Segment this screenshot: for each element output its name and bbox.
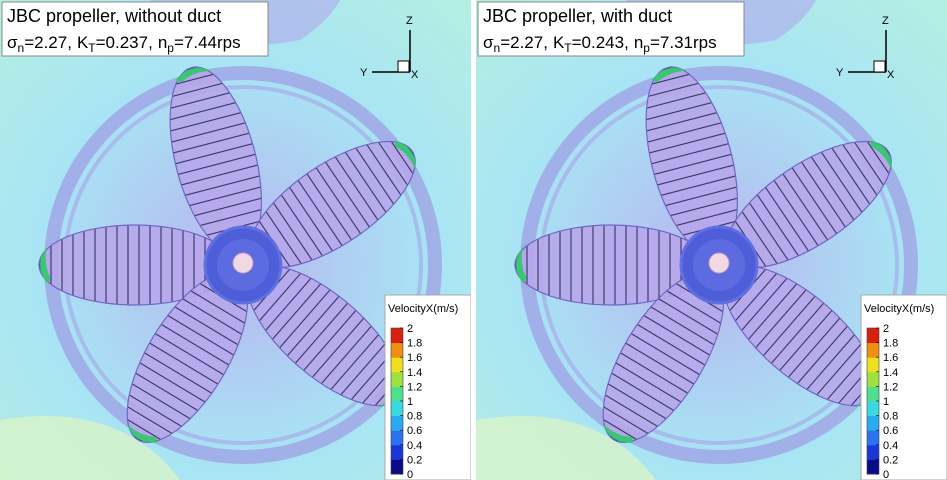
colorbar-band: [867, 430, 879, 445]
param-symbol: σ: [483, 33, 494, 52]
colorbar-tick-label: 0.6: [883, 425, 898, 437]
colorbar-tick-label: 0.2: [407, 454, 422, 466]
colorbar-band: [867, 357, 879, 372]
colorbar-band: [391, 401, 403, 416]
param-subscript: n: [494, 41, 501, 55]
colorbar-tick-label: 2: [407, 323, 413, 335]
colorbar-tick-label: 0.4: [407, 440, 422, 452]
colorbar-tick-label: 1.2: [883, 381, 898, 393]
param-subscript: n: [18, 41, 25, 55]
colorbar-band: [391, 430, 403, 445]
colorbar-tick-label: 1: [407, 396, 413, 408]
param-symbol: K: [553, 33, 565, 52]
triad-label: X: [411, 69, 419, 81]
panel: JBC propeller, with ductσn=2.27,KT=0.243…: [476, 0, 947, 480]
panel-params: σn=2.27,KT=0.237,np=7.44rps: [7, 33, 241, 55]
param-value: =7.31rps: [650, 33, 717, 52]
colorbar-band: [867, 372, 879, 387]
param-symbol: n: [634, 33, 643, 52]
triad-label: Z: [406, 15, 413, 27]
colorbar-tick-label: 1: [883, 396, 889, 408]
colorbar-band: [867, 386, 879, 401]
colorbar-band: [867, 445, 879, 460]
colorbar-tick-label: 1.8: [883, 338, 898, 350]
legend-title: VelocityX(m/s): [388, 303, 458, 315]
colorbar-tick-label: 0.8: [883, 411, 898, 423]
param-value: =0.237,: [96, 33, 153, 52]
triad-box: [398, 61, 409, 72]
colorbar-band: [391, 386, 403, 401]
colorbar-band: [391, 357, 403, 372]
colorbar-tick-label: 1.4: [883, 367, 898, 379]
colorbar-band: [867, 416, 879, 431]
triad-label: X: [887, 69, 895, 81]
figure: JBC propeller, without ductσn=2.27,KT=0.…: [0, 0, 947, 480]
panel-params: σn=2.27,KT=0.243,np=7.31rps: [483, 33, 717, 55]
colorbar-tick-label: 1.2: [407, 381, 422, 393]
colorbar-tick-label: 0: [407, 469, 413, 480]
param-symbol: n: [158, 33, 167, 52]
param-value: =2.27,: [24, 33, 72, 52]
colorbar-band: [391, 328, 403, 343]
colorbar-band: [391, 459, 403, 474]
colorbar-band: [391, 445, 403, 460]
legend-title: VelocityX(m/s): [864, 303, 934, 315]
colorbar-band: [867, 459, 879, 474]
colorbar-tick-label: 1.6: [883, 352, 898, 364]
panel: JBC propeller, without ductσn=2.27,KT=0.…: [0, 0, 471, 480]
colorbar-band: [867, 328, 879, 343]
colorbar-tick-label: 1.8: [407, 338, 422, 350]
colorbar-tick-label: 1.4: [407, 367, 422, 379]
panel-title: JBC propeller, with duct: [483, 6, 672, 26]
param-value: =0.243,: [572, 33, 629, 52]
triad-label: Y: [360, 67, 368, 79]
colorbar-band: [867, 401, 879, 416]
colorbar-tick-label: 0.2: [883, 454, 898, 466]
colorbar-band: [867, 343, 879, 358]
colorbar-band: [391, 372, 403, 387]
triad-label: Z: [882, 15, 889, 27]
param-value: =2.27,: [500, 33, 548, 52]
param-value: =7.44rps: [174, 33, 241, 52]
triad-box: [874, 61, 885, 72]
colorbar-tick-label: 2: [883, 323, 889, 335]
colorbar-band: [391, 343, 403, 358]
hub-cap: [233, 253, 253, 273]
hub-cap: [709, 253, 729, 273]
panel-title: JBC propeller, without duct: [7, 6, 221, 26]
colorbar-tick-label: 0.6: [407, 425, 422, 437]
colorbar-tick-label: 0.4: [883, 440, 898, 452]
param-symbol: σ: [7, 33, 18, 52]
colorbar-tick-label: 0: [883, 469, 889, 480]
param-symbol: K: [77, 33, 89, 52]
colorbar-tick-label: 1.6: [407, 352, 422, 364]
colorbar-band: [391, 416, 403, 431]
colorbar-tick-label: 0.8: [407, 411, 422, 423]
triad-label: Y: [836, 67, 844, 79]
